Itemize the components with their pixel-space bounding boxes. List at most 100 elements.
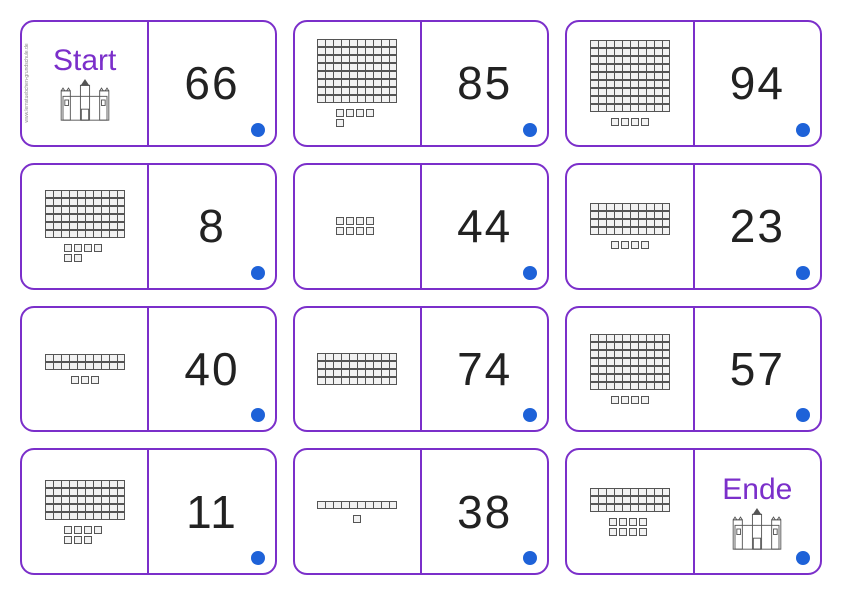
one-cube — [611, 118, 619, 126]
ten-bar — [317, 95, 397, 103]
one-cube — [641, 118, 649, 126]
ten-bar — [590, 211, 670, 219]
domino-left — [22, 165, 149, 288]
domino-left — [22, 308, 149, 431]
domino-card: 85 — [293, 20, 550, 147]
one-cube — [64, 244, 72, 252]
ten-bar — [590, 382, 670, 390]
ones-group — [611, 396, 649, 404]
one-cube — [346, 217, 354, 225]
domino-right: 44 — [422, 165, 547, 288]
level-dot — [796, 266, 810, 280]
level-dot — [251, 408, 265, 422]
one-cube — [91, 376, 99, 384]
ten-bar — [590, 358, 670, 366]
one-cube — [629, 528, 637, 536]
one-cube — [356, 217, 364, 225]
one-cube — [353, 515, 361, 523]
source-note: www.lernstuebchen-grundschule.de — [24, 44, 30, 123]
ten-bar — [45, 214, 125, 222]
one-cube — [84, 536, 92, 544]
blocks-area — [590, 334, 670, 404]
ten-bar — [590, 496, 670, 504]
tens-group — [317, 39, 397, 103]
level-dot — [796, 123, 810, 137]
one-cube — [611, 241, 619, 249]
one-cube — [94, 244, 102, 252]
domino-left — [567, 308, 694, 431]
one-cube — [631, 241, 639, 249]
one-cube — [639, 518, 647, 526]
ten-bar — [45, 206, 125, 214]
one-cube — [619, 518, 627, 526]
ten-bar — [317, 87, 397, 95]
level-dot — [796, 551, 810, 565]
one-cube — [631, 118, 639, 126]
one-cube — [621, 118, 629, 126]
blocks-area — [590, 203, 670, 249]
tens-group — [590, 334, 670, 390]
castle-icon — [57, 78, 113, 122]
ten-bar — [317, 361, 397, 369]
one-cube — [84, 526, 92, 534]
ten-bar — [45, 512, 125, 520]
ten-bar — [590, 504, 670, 512]
number-value: 66 — [184, 56, 239, 110]
number-value: 94 — [730, 56, 785, 110]
ten-bar — [590, 88, 670, 96]
blocks-area — [317, 353, 397, 385]
ten-bar — [45, 190, 125, 198]
ten-bar — [590, 48, 670, 56]
ten-bar — [317, 353, 397, 361]
one-cube — [336, 109, 344, 117]
blocks-area — [590, 488, 670, 536]
ten-bar — [45, 504, 125, 512]
domino-card: 23 — [565, 163, 822, 290]
ones-group — [64, 244, 106, 262]
one-cube — [74, 536, 82, 544]
level-dot — [523, 123, 537, 137]
blocks-area — [317, 501, 397, 523]
one-cube — [336, 217, 344, 225]
level-dot — [523, 551, 537, 565]
ten-bar — [590, 72, 670, 80]
domino-right: 85 — [422, 22, 547, 145]
ones-group — [611, 241, 649, 249]
one-cube — [356, 227, 364, 235]
ten-bar — [590, 96, 670, 104]
ones-group — [64, 526, 106, 544]
ten-bar — [317, 55, 397, 63]
ten-bar — [317, 79, 397, 87]
tens-group — [590, 488, 670, 512]
one-cube — [71, 376, 79, 384]
one-cube — [346, 109, 354, 117]
number-value: 85 — [457, 56, 512, 110]
one-cube — [64, 536, 72, 544]
domino-card: 38 — [293, 448, 550, 575]
tens-group — [45, 190, 125, 238]
domino-right: 40 — [149, 308, 274, 431]
ten-bar — [45, 222, 125, 230]
one-cube — [64, 526, 72, 534]
ten-bar — [317, 71, 397, 79]
one-cube — [641, 241, 649, 249]
number-value: 23 — [730, 199, 785, 253]
ten-bar — [590, 104, 670, 112]
domino-left — [295, 22, 422, 145]
ten-bar — [590, 219, 670, 227]
tens-group — [590, 40, 670, 112]
ten-bar — [590, 64, 670, 72]
number-value: 38 — [457, 485, 512, 539]
domino-left — [567, 450, 694, 573]
one-cube — [366, 217, 374, 225]
ten-bar — [45, 496, 125, 504]
tens-group — [317, 353, 397, 385]
ten-bar — [590, 374, 670, 382]
domino-right: 23 — [695, 165, 820, 288]
blocks-area — [45, 190, 125, 262]
ten-bar — [317, 369, 397, 377]
blocks-area — [45, 354, 125, 384]
domino-left — [295, 165, 422, 288]
blocks-area — [336, 217, 378, 235]
one-cube — [356, 109, 364, 117]
